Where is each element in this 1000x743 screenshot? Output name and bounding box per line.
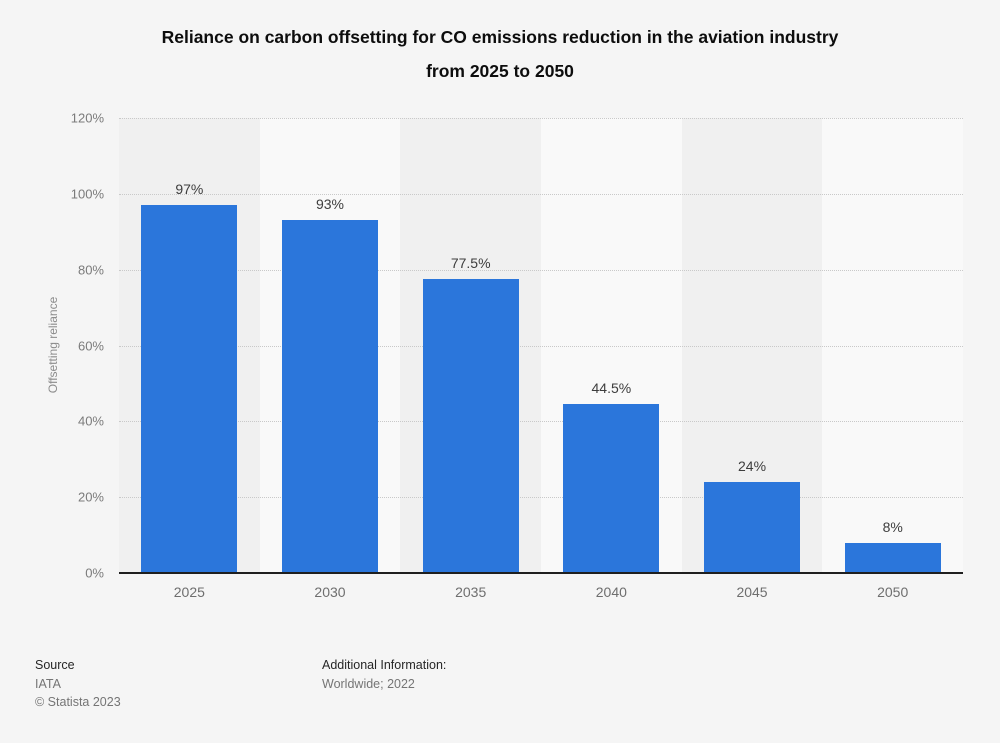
gridline-60pct	[119, 345, 963, 347]
y-tick-label-60pct: 60%	[77, 338, 104, 353]
chart-title-line-2: from 2025 to 2050	[426, 61, 574, 81]
x-axis-label-2030: 2030	[314, 584, 346, 600]
bar-2045[interactable]	[704, 482, 801, 573]
bar-2035[interactable]	[422, 279, 519, 573]
x-axis-line	[119, 572, 963, 574]
bar-2050[interactable]	[844, 542, 941, 573]
plot-area: 97% 93% 77.5% 44.5% 24% 8%	[119, 118, 964, 573]
gridline-40pct	[119, 421, 963, 423]
value-label-2040: 44.5%	[591, 380, 632, 397]
plot-column-2025: 97%	[119, 118, 260, 573]
additional-info-value: Worldwide; 2022	[322, 676, 415, 691]
x-axis-label-2040: 2040	[595, 584, 627, 600]
value-label-2030: 93%	[315, 196, 345, 213]
chart-title-line-1: Reliance on carbon offsetting for CO emi…	[161, 27, 839, 47]
gridline-120pct	[119, 118, 963, 119]
y-tick-label-40pct: 40%	[77, 413, 104, 429]
gridline-20pct	[119, 497, 963, 499]
x-axis-label-2025: 2025	[173, 584, 205, 600]
x-axis-label-2050: 2050	[877, 584, 909, 600]
chart-title: Reliance on carbon offsetting for CO emi…	[50, 20, 950, 88]
value-label-2050: 8%	[882, 518, 903, 535]
copyright-notice: © Statista 2023	[35, 695, 121, 709]
y-tick-label-80pct: 80%	[77, 262, 104, 278]
y-tick-label-100pct: 100%	[70, 186, 104, 202]
x-axis-category-labels: 2025 2030 2035 2040 2045 2050	[119, 584, 963, 600]
additional-info-label: Additional Information:	[322, 658, 447, 672]
y-tick-label-120pct: 120%	[70, 110, 104, 126]
value-label-2035: 77.5%	[450, 255, 491, 272]
y-axis-tick-labels: 0% 20% 40% 60% 80% 100% 120%	[0, 111, 104, 581]
x-axis-label-2045: 2045	[736, 584, 768, 600]
y-tick-label-20pct: 20%	[77, 489, 104, 505]
y-tick-label-0pct: 0%	[85, 565, 104, 581]
footer-source-block: Source IATA © Statista 2023	[35, 656, 121, 712]
source-value: IATA	[35, 676, 61, 691]
bar-2030[interactable]	[282, 220, 378, 573]
bar-2040[interactable]	[563, 404, 660, 573]
bar-2025[interactable]	[141, 205, 238, 573]
footer-additional-info-block: Additional Information: Worldwide; 2022	[322, 656, 446, 693]
gridline-100pct	[119, 193, 963, 195]
source-label: Source	[35, 658, 75, 672]
gridline-80pct	[119, 269, 963, 271]
value-label-2025: 97%	[175, 181, 204, 198]
x-axis-label-2035: 2035	[455, 584, 487, 600]
value-label-2045: 24%	[738, 458, 767, 474]
